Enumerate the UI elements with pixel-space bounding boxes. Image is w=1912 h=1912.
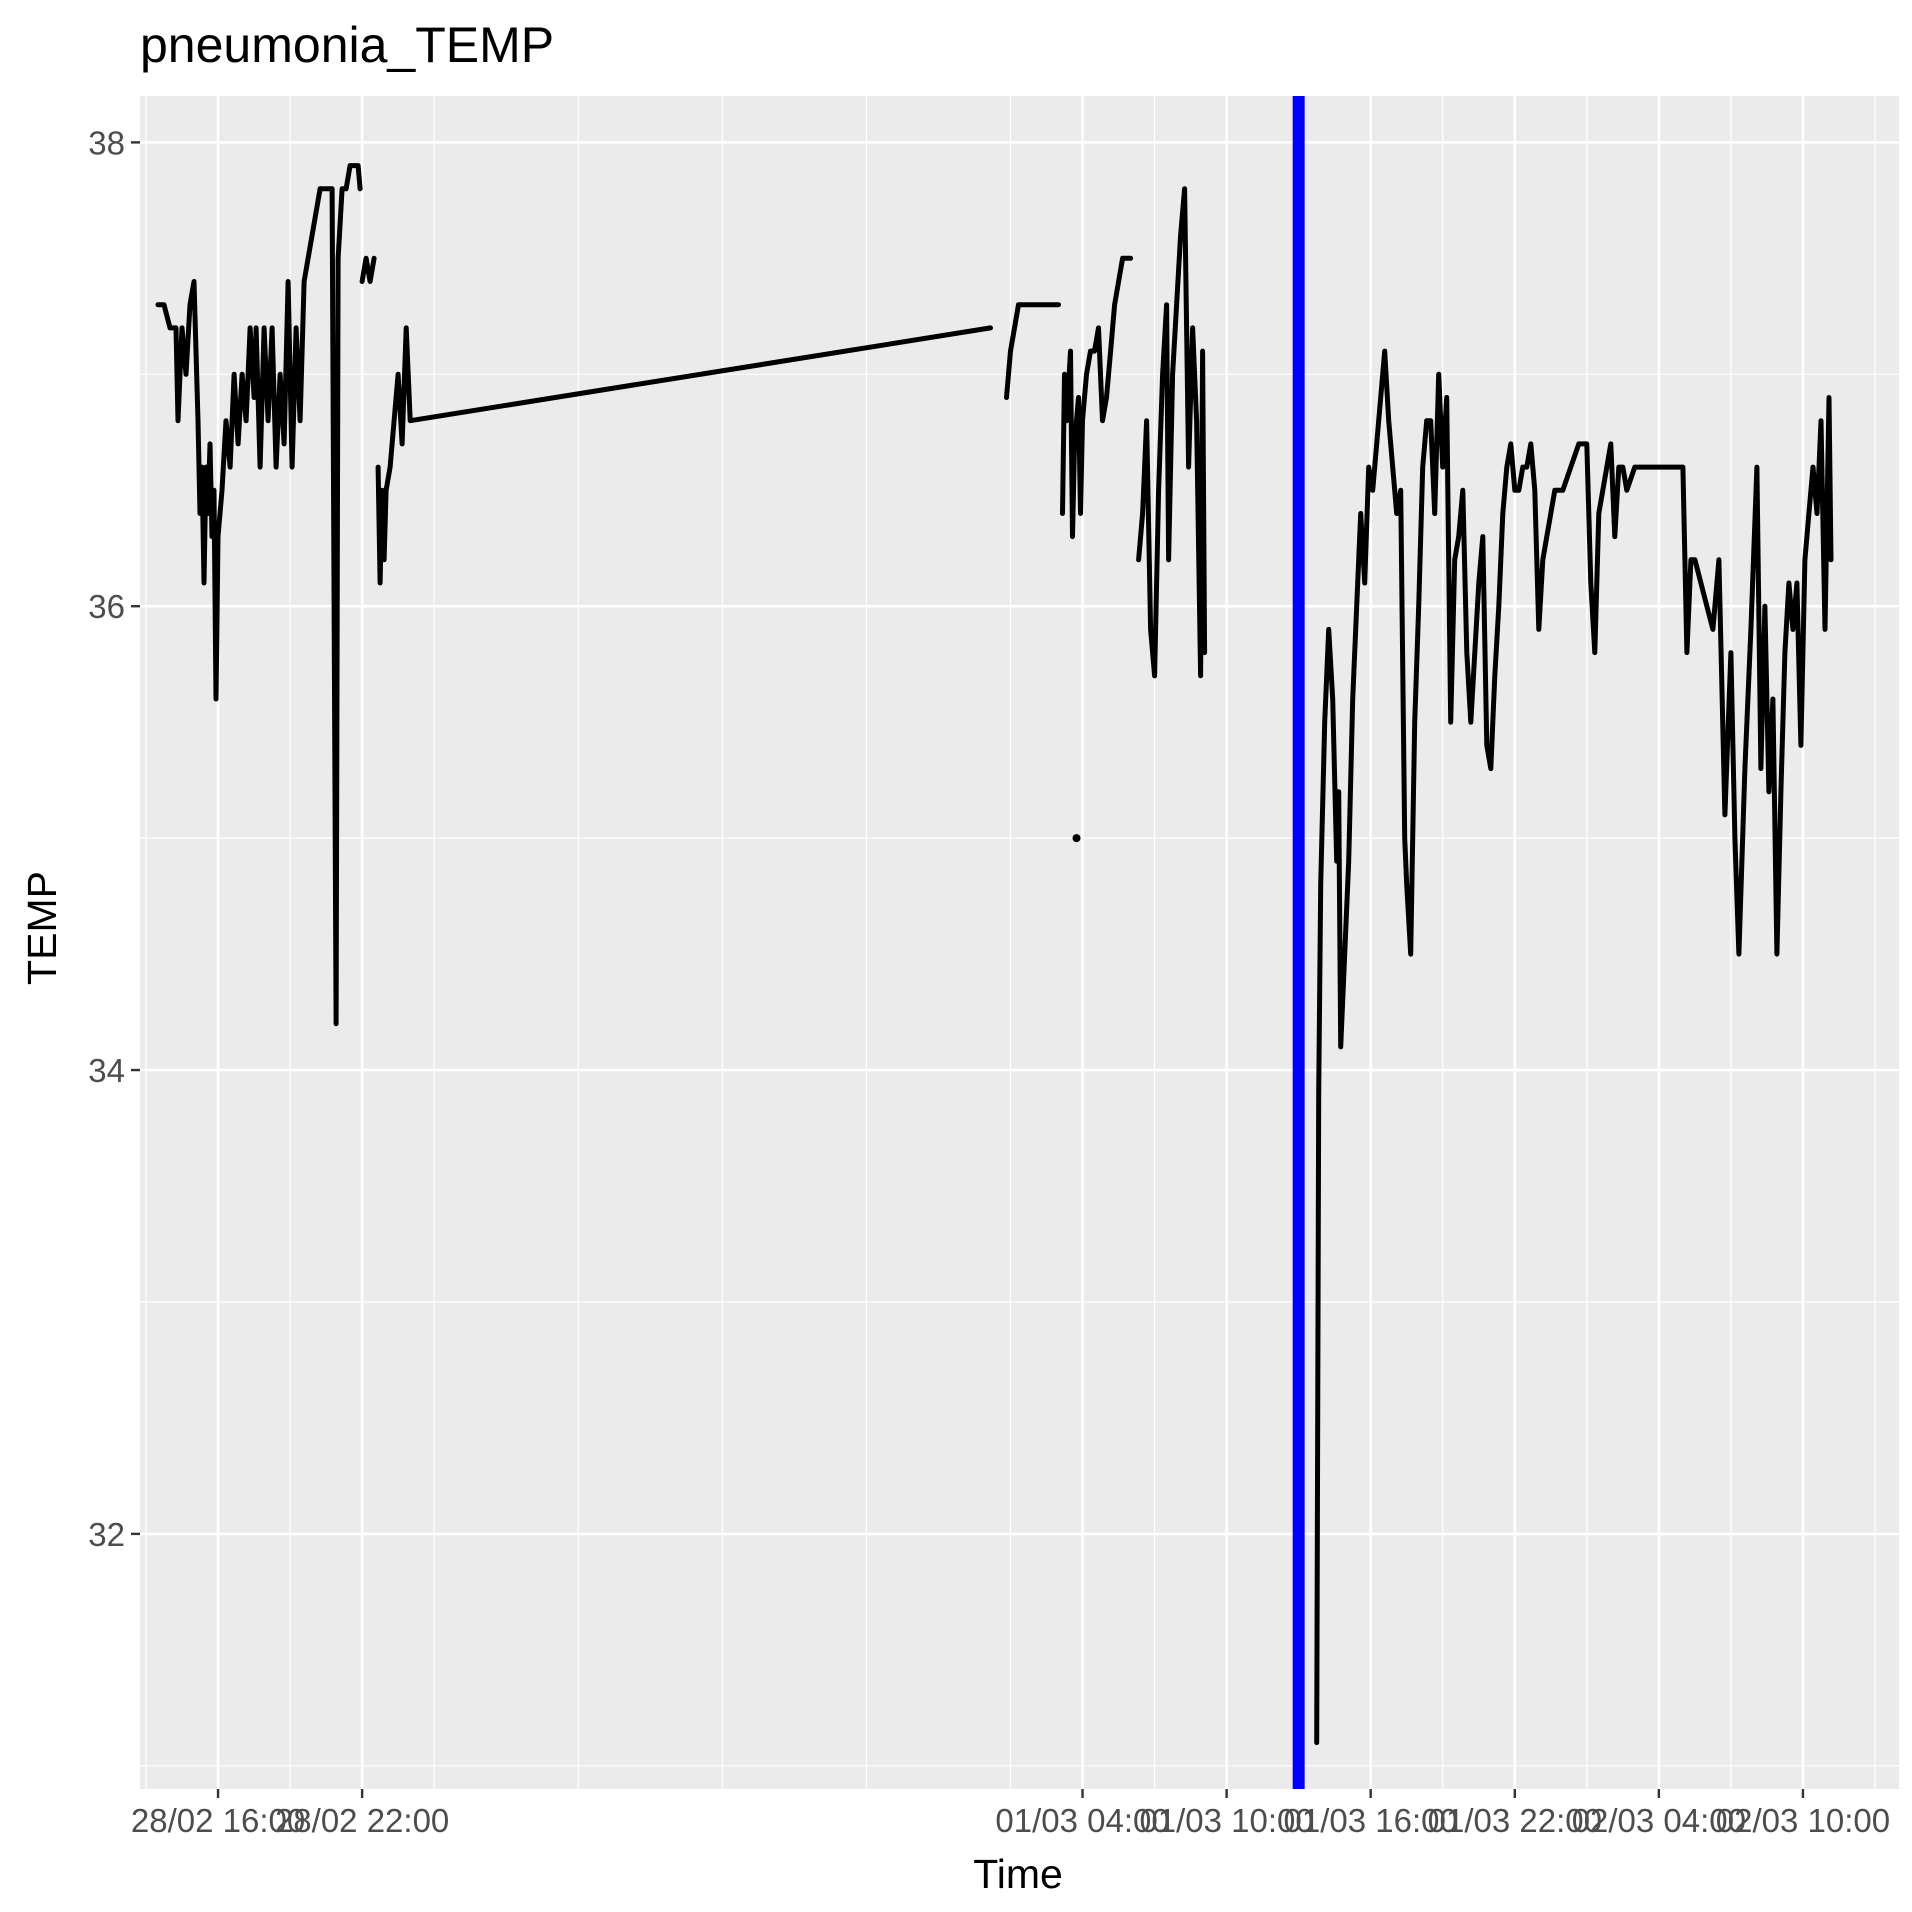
x-tick-label: 28/02 22:00	[275, 1802, 449, 1839]
temp-line-segment	[1004, 302, 1061, 400]
y-tick-label: 32	[88, 1516, 125, 1553]
x-tick-label: 01/03 22:00	[1428, 1802, 1602, 1839]
temp-line-segment	[375, 325, 993, 586]
x-tick-label: 01/03 10:00	[1139, 1802, 1313, 1839]
x-tick-label: 02/03 10:00	[1716, 1802, 1890, 1839]
temp-line-segment	[1060, 255, 1134, 540]
y-axis-ticks: 32 34 36 38	[88, 124, 140, 1553]
temp-point	[1072, 834, 1081, 843]
temp-line-segment	[359, 255, 377, 284]
major-gridlines	[140, 96, 1899, 1789]
plot-panel	[140, 96, 1899, 1789]
temp-line-segment	[155, 163, 363, 1027]
y-tick-label: 34	[88, 1052, 125, 1089]
x-tick-label: 02/03 04:00	[1572, 1802, 1746, 1839]
chart-title: pneumonia_TEMP	[140, 17, 554, 73]
y-tick-label: 36	[88, 588, 125, 625]
temp-line-segment	[1314, 348, 1834, 1746]
x-axis-title: Time	[973, 1851, 1063, 1897]
temp-line-segment	[1136, 186, 1208, 679]
x-tick-label: 01/03 04:00	[995, 1802, 1169, 1839]
x-tick-label: 01/03 16:00	[1284, 1802, 1458, 1839]
y-axis-title: TEMP	[19, 871, 65, 985]
temp-series	[155, 163, 1834, 1746]
x-tick-label: 28/02 16:00	[131, 1802, 305, 1839]
y-tick-label: 38	[88, 124, 125, 161]
